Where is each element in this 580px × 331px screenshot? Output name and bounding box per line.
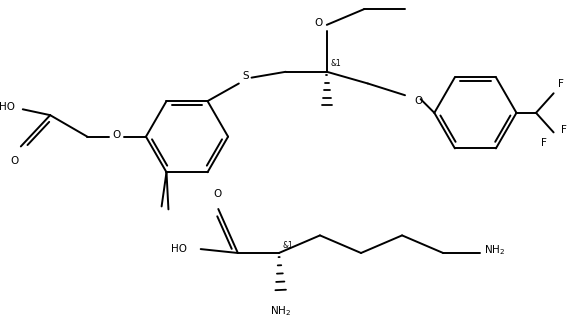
Text: NH$_2$: NH$_2$ bbox=[270, 304, 291, 318]
Text: HO: HO bbox=[0, 102, 15, 112]
Text: NH$_2$: NH$_2$ bbox=[484, 243, 505, 257]
Text: O: O bbox=[11, 156, 19, 166]
Text: O: O bbox=[213, 189, 222, 199]
Text: &1: &1 bbox=[331, 60, 342, 69]
Text: O: O bbox=[415, 96, 423, 106]
Text: O: O bbox=[113, 130, 121, 140]
Text: O: O bbox=[314, 18, 323, 28]
Text: HO: HO bbox=[171, 244, 187, 254]
Text: S: S bbox=[242, 71, 249, 81]
Text: F: F bbox=[557, 79, 563, 89]
Text: &1: &1 bbox=[283, 241, 293, 250]
Text: F: F bbox=[561, 124, 567, 135]
Text: F: F bbox=[541, 138, 547, 148]
